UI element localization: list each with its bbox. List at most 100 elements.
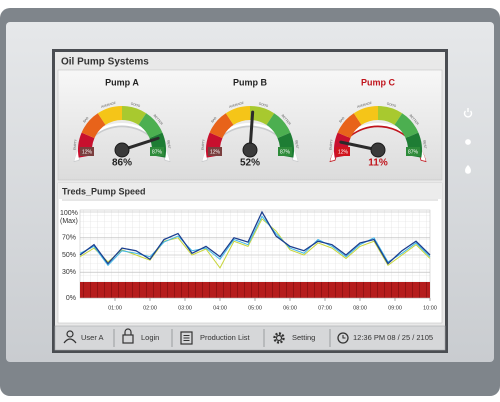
low-label: 12% <box>338 149 349 155</box>
y-tick-label: 70% <box>62 235 76 242</box>
low-box <box>80 147 94 156</box>
setting-button[interactable]: Setting <box>273 332 316 344</box>
gauge-name: Pump B <box>233 77 268 87</box>
clock-icon <box>337 332 349 344</box>
high-box <box>150 147 164 156</box>
x-tick-label: 09:00 <box>388 305 402 311</box>
x-tick-label: 05:00 <box>248 305 262 311</box>
high-box <box>406 147 420 156</box>
gauge-band <box>209 113 234 139</box>
low-label: 12% <box>210 149 221 155</box>
gauge-hub <box>114 142 130 158</box>
x-tick-label: 08:00 <box>353 305 367 311</box>
gauge-band <box>225 106 250 125</box>
low-box <box>336 147 350 156</box>
trend-header <box>58 183 442 199</box>
gauge-band-label: BETTER <box>409 114 421 127</box>
high-box <box>278 147 292 156</box>
gauges: Pump A EMPTY BAD AVERAGE GOOD BETTER BEST 12% 87… <box>73 77 428 168</box>
gauge-name: Pump C <box>361 77 396 87</box>
low-label: 12% <box>82 149 93 155</box>
toolbar <box>54 325 446 351</box>
x-tick-label: 04:00 <box>213 305 227 311</box>
gauge-band-label: AVERAGE <box>357 101 373 109</box>
gear-icon <box>275 334 283 342</box>
gauge-band <box>122 106 147 125</box>
brightness-button[interactable] <box>465 139 471 145</box>
gauge-hub <box>242 142 258 158</box>
trend-line <box>79 215 431 267</box>
gauge-name: Pump A <box>105 77 139 87</box>
gauge-band-label: EMPTY <box>201 138 206 150</box>
high-label: 87% <box>408 149 419 155</box>
gear-icon <box>273 332 285 344</box>
login-label: Login <box>141 333 159 342</box>
x-tick-label: 01:00 <box>108 305 122 311</box>
gauge-band <box>250 106 275 125</box>
user-button[interactable]: User A <box>63 330 104 344</box>
x-tick-label: 03:00 <box>178 305 192 311</box>
gauge-band-label: AVERAGE <box>101 101 117 109</box>
gauge-hub <box>370 142 386 158</box>
user-icon <box>63 338 77 344</box>
trend-line <box>79 218 431 269</box>
gauge-band <box>138 113 163 139</box>
gauge-band <box>337 113 362 139</box>
gauge-band-label: BEST <box>422 140 427 149</box>
screen-title: Oil Pump Systems <box>61 57 149 68</box>
trend-line <box>79 210 431 265</box>
gauge-band <box>97 106 122 125</box>
high-label: 87% <box>152 149 163 155</box>
y-tick-label: 0% <box>66 295 76 302</box>
toolbar-items: User A Login Production List Setting 12:… <box>63 328 433 347</box>
gauge-band <box>266 113 291 139</box>
list-icon <box>180 331 193 345</box>
lock-icon <box>122 334 134 344</box>
gauge-band-label: BAD <box>82 115 90 123</box>
gauge-band-label: BAD <box>210 115 218 123</box>
high-label: 87% <box>280 149 291 155</box>
gauge-value: 86% <box>112 158 132 169</box>
gauge-band-label: BEST <box>166 140 171 149</box>
gauge-band-label: BETTER <box>153 114 165 127</box>
gauge-value: 11% <box>368 158 388 169</box>
gauge-band-label: BETTER <box>281 114 293 127</box>
gauge-ring <box>73 124 171 163</box>
gauge-band <box>394 113 419 139</box>
gauge-band-label: BEST <box>294 140 299 149</box>
alarm-band <box>80 282 430 298</box>
home-button[interactable] <box>465 165 471 174</box>
x-tick-label: 02:00 <box>143 305 157 311</box>
gauge-band-label: EMPTY <box>73 138 78 150</box>
gauge-band <box>81 113 106 139</box>
x-tick-label: 06:00 <box>283 305 297 311</box>
gauge-ring <box>201 124 299 163</box>
y-tick-label: 100% (Max) <box>60 210 80 225</box>
trend-title: Treds_Pump Speed <box>62 186 146 196</box>
user-label: User A <box>81 333 104 342</box>
gauge-band-label: AVERAGE <box>229 101 245 109</box>
trend-chart: 100% (Max) 70% 50% 30% 0% 01:00 02:00 03:00 04:0… <box>60 210 437 312</box>
gauge-ring <box>329 124 427 163</box>
x-tick-label: 10:00 <box>423 305 437 311</box>
login-button[interactable]: Login <box>122 328 159 344</box>
low-box <box>208 147 222 156</box>
gauge-band-label: GOOD <box>258 102 269 109</box>
clock: 12:36 PM 08 / 25 / 2105 <box>337 332 433 344</box>
gauge-band-label: GOOD <box>386 102 397 109</box>
gauge-band-label: EMPTY <box>329 138 334 150</box>
x-tick-label: 07:00 <box>318 305 332 311</box>
power-button[interactable] <box>463 108 473 118</box>
gauge-value: 52% <box>240 158 260 169</box>
production-list-button[interactable]: Production List <box>180 331 251 345</box>
lock-icon <box>124 328 132 335</box>
clock-label: 12:36 PM 08 / 25 / 2105 <box>353 333 433 342</box>
side-buttons <box>463 108 473 174</box>
setting-label: Setting <box>292 333 315 342</box>
gauge-band <box>353 106 378 125</box>
gauge-band-label: BAD <box>338 115 346 123</box>
user-icon <box>66 330 74 338</box>
gauge-band <box>378 106 403 125</box>
